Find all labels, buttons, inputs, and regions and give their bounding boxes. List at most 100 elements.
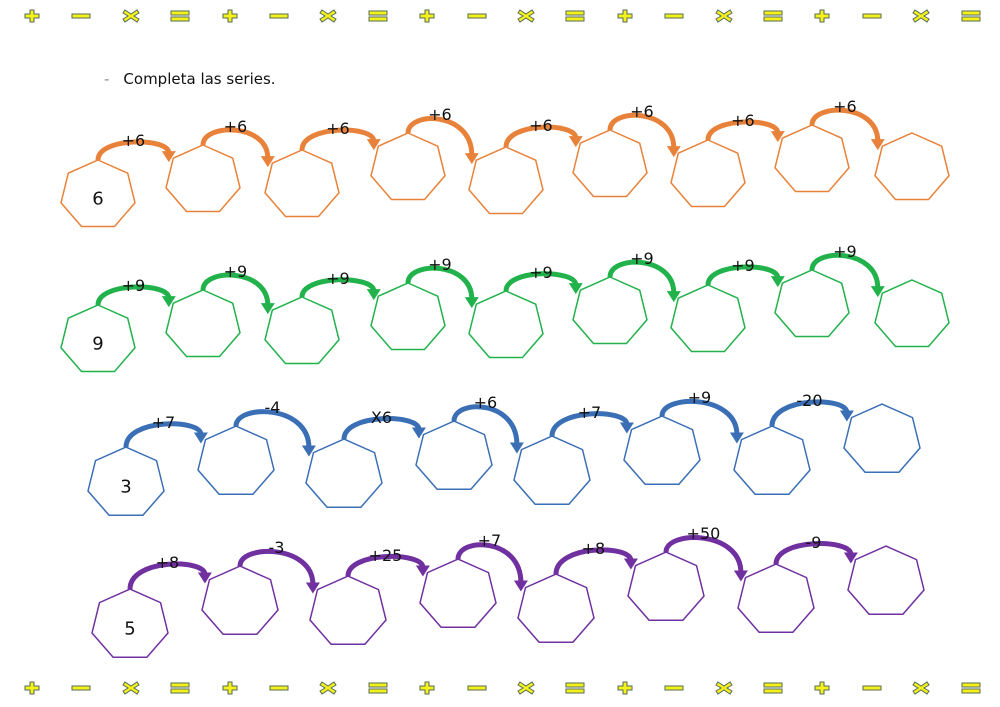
answer-heptagon[interactable] [670, 284, 746, 353]
answer-heptagon[interactable] [733, 425, 811, 496]
arrowhead-icon [411, 427, 426, 439]
equals-symbol-icon [763, 680, 783, 696]
arrowhead-icon [366, 139, 381, 151]
arrowhead-icon [568, 136, 583, 148]
operation-label: +9 [223, 262, 248, 282]
answer-heptagon[interactable] [670, 139, 746, 208]
answer-heptagon[interactable] [165, 289, 241, 358]
border-top-symbols [0, 8, 1000, 32]
answer-heptagon[interactable] [419, 558, 497, 629]
minus-symbol-icon [71, 680, 91, 696]
arc-arrow-icon [200, 127, 271, 159]
operation-label: +6 [529, 116, 553, 136]
answer-heptagon[interactable] [737, 563, 815, 634]
arc-arrow-icon [607, 112, 677, 149]
arc-arrow-icon [663, 535, 744, 573]
arrowhead-icon [161, 151, 176, 163]
plus-symbol-icon [417, 680, 437, 696]
operation-label: +9 [630, 249, 654, 269]
arrowhead-icon [619, 422, 634, 434]
answer-heptagon[interactable] [843, 403, 921, 474]
answer-heptagon[interactable] [415, 420, 493, 491]
answer-heptagon[interactable] [874, 279, 950, 348]
arc-arrow-icon [405, 116, 475, 156]
arrowhead-icon [770, 131, 785, 143]
answer-heptagon[interactable] [847, 545, 925, 616]
operation-label: +9 [687, 388, 712, 408]
answer-heptagon[interactable] [774, 269, 850, 338]
answer-heptagon[interactable] [468, 146, 544, 215]
answer-heptagon[interactable] [201, 565, 279, 636]
minus-symbol-icon [269, 8, 289, 24]
arrowhead-icon [733, 570, 748, 582]
times-symbol-icon [121, 680, 141, 696]
answer-heptagon[interactable] [513, 435, 591, 506]
start-heptagon [87, 446, 165, 517]
times-symbol-icon [714, 8, 734, 24]
arc-arrow-icon [705, 264, 781, 286]
arrowhead-icon [260, 303, 275, 315]
operation-label: -3 [268, 538, 285, 558]
plus-symbol-icon [220, 680, 240, 696]
answer-heptagon[interactable] [627, 551, 705, 622]
plus-symbol-icon [812, 8, 832, 24]
times-symbol-icon [516, 680, 536, 696]
equals-symbol-icon [961, 8, 981, 24]
plus-symbol-icon [22, 8, 42, 24]
arrowhead-icon [260, 156, 275, 168]
arrowhead-icon [839, 410, 854, 422]
arc-arrow-icon [233, 409, 312, 448]
answer-heptagon[interactable] [468, 290, 544, 359]
arc-arrow-icon [451, 404, 520, 445]
answer-heptagon[interactable] [264, 149, 340, 218]
plus-symbol-icon [615, 8, 635, 24]
start-value: 3 [120, 476, 132, 498]
start-value: 9 [92, 333, 104, 355]
operation-label: +6 [630, 102, 654, 122]
operation-label: +7 [151, 412, 176, 432]
minus-symbol-icon [862, 8, 882, 24]
arc-arrow-icon [553, 547, 634, 575]
arrowhead-icon [843, 552, 858, 564]
start-heptagon [60, 304, 136, 373]
answer-heptagon[interactable] [165, 144, 241, 213]
arrowhead-icon [623, 558, 638, 570]
plus-symbol-icon [417, 8, 437, 24]
arrowhead-icon [415, 565, 430, 577]
times-symbol-icon [714, 680, 734, 696]
border-bottom-symbols [0, 680, 1000, 704]
operation-label: +9 [121, 276, 146, 296]
answer-heptagon[interactable] [305, 438, 383, 509]
operation-label: +9 [529, 263, 553, 283]
instruction: - Completa las series. [104, 70, 276, 88]
arrowhead-icon [870, 286, 885, 298]
arrowhead-icon [366, 289, 381, 301]
minus-symbol-icon [664, 8, 684, 24]
arrowhead-icon [568, 283, 583, 295]
minus-symbol-icon [664, 680, 684, 696]
answer-heptagon[interactable] [572, 276, 648, 345]
operation-label: +25 [368, 545, 403, 565]
answer-heptagon[interactable] [774, 124, 850, 193]
answer-heptagon[interactable] [623, 415, 701, 486]
arc-arrow-icon [299, 127, 377, 151]
answer-heptagon[interactable] [309, 575, 387, 646]
arc-arrow-icon [299, 277, 377, 298]
answer-heptagon[interactable] [264, 296, 340, 365]
answer-heptagon[interactable] [370, 282, 446, 351]
operation-label: +7 [477, 531, 502, 551]
operation-label: +8 [581, 538, 606, 558]
arc-arrow-icon [705, 119, 781, 141]
answer-heptagon[interactable] [370, 132, 446, 201]
operation-label: +9 [731, 256, 755, 276]
times-symbol-icon [516, 8, 536, 24]
answer-heptagon[interactable] [197, 425, 275, 496]
answer-heptagon[interactable] [572, 129, 648, 198]
minus-symbol-icon [862, 680, 882, 696]
answer-heptagon[interactable] [874, 132, 950, 201]
answer-heptagon[interactable] [517, 573, 595, 644]
instruction-text: Completa las series. [123, 70, 276, 88]
arc-arrow-icon [549, 411, 630, 437]
arrowhead-icon [301, 445, 316, 457]
start-value: 5 [124, 618, 136, 640]
